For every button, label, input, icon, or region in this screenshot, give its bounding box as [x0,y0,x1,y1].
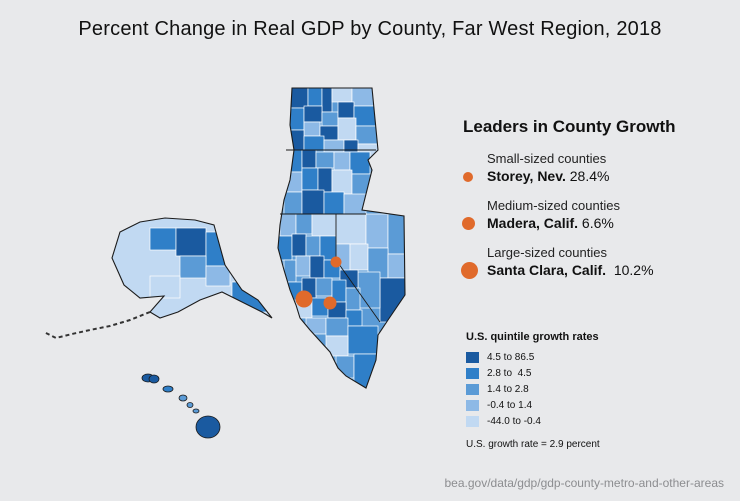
legend-row: 4.5 to 86.5 [466,350,686,365]
source-link[interactable]: bea.gov/data/gdp/gdp-county-metro-and-ot… [444,476,724,490]
legend-label: 1.4 to 2.8 [487,384,529,395]
legend-row: -0.4 to 1.4 [466,398,686,413]
alaska-region [43,217,273,383]
leaders-panel: Leaders in County Growth Small-sized cou… [461,117,733,279]
legend-swatch [466,416,479,427]
legend-label: -44.0 to -0.4 [487,416,541,427]
legend-swatch [466,352,479,363]
leader-name: Storey, Nev. [487,168,566,184]
legend-swatch [466,384,479,395]
us-growth-note: U.S. growth rate = 2.9 percent [466,439,600,450]
hawaii-region [148,374,221,439]
leader-small: Small-sized counties Storey, Nev. 28.4% [463,151,733,184]
legend-label: 2.8 to 4.5 [487,368,532,379]
leader-name: Madera, Calif. [487,215,579,231]
leaders-title: Leaders in County Growth [463,117,676,136]
small-size-dot [463,172,473,182]
legend-label: 4.5 to 86.5 [487,352,535,363]
leader-medium: Medium-sized counties Madera, Calif. 6.6… [462,198,733,231]
legend: U.S. quintile growth rates 4.5 to 86.5 2… [466,331,686,450]
leader-category: Medium-sized counties [487,198,620,213]
large-size-dot [461,262,478,279]
legend-row: 1.4 to 2.8 [466,382,686,397]
madera-marker [323,296,337,310]
leader-name: Santa Clara, Calif. [487,262,607,278]
legend-row: -44.0 to -0.4 [466,414,686,429]
legend-swatch [466,400,479,411]
legend-title: U.S. quintile growth rates [466,331,599,343]
leader-large: Large-sized counties Santa Clara, Calif.… [461,245,733,279]
map-title: Percent Change in Real GDP by County, Fa… [78,18,662,40]
leader-category: Large-sized counties [487,245,607,260]
legend-label: -0.4 to 1.4 [487,400,533,411]
leader-value: 10.2% [613,262,654,278]
medium-size-dot [462,217,475,230]
mainland-region [277,87,406,389]
legend-row: 2.8 to 4.5 [466,366,686,381]
leader-value: 6.6% [581,215,614,231]
santa-clara-marker [295,290,313,308]
leader-value: 28.4% [569,168,610,184]
storey-marker [330,256,342,268]
legend-swatch [466,368,479,379]
leader-category: Small-sized counties [487,151,607,166]
